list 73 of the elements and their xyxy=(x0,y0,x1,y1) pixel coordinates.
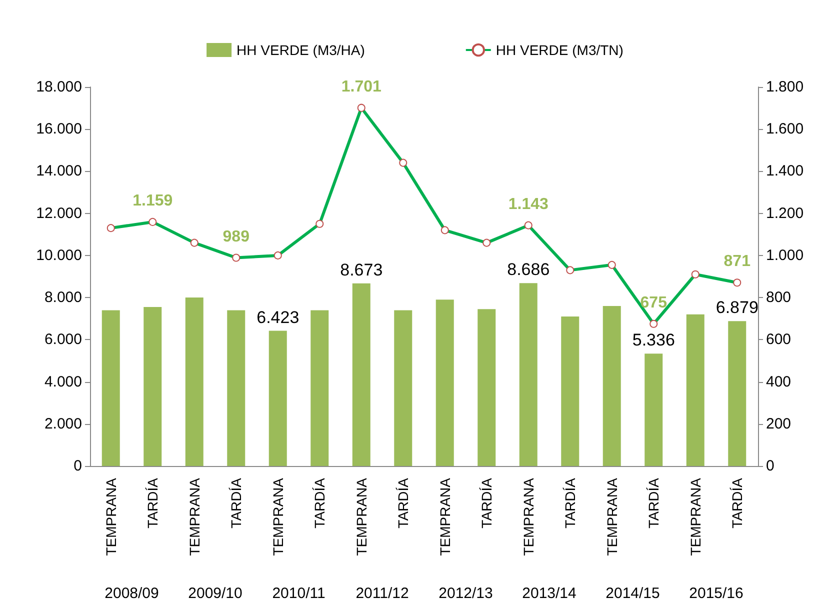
y-tick-label: 14.000 xyxy=(36,162,82,180)
y-tick-label: 10.000 xyxy=(36,246,82,264)
y-tick-label: 0 xyxy=(74,458,82,474)
y2-tick-label: 1.200 xyxy=(766,204,804,222)
data-label: 6.423 xyxy=(256,308,300,327)
bar xyxy=(310,310,329,466)
y-tick-label: 6.000 xyxy=(44,331,82,348)
y2-tick-label: 1.400 xyxy=(766,162,804,180)
text: 2010/11 xyxy=(272,585,326,602)
x-tick-label: TEMPRANA xyxy=(687,477,704,556)
data-label: 1.143 xyxy=(508,196,548,213)
x-tick-label: TEMPRANA xyxy=(353,477,370,556)
data-label: 1.701 xyxy=(341,78,382,96)
bar xyxy=(519,283,538,466)
bar xyxy=(394,310,412,466)
bar xyxy=(268,330,287,466)
data-label: 989 xyxy=(222,228,250,246)
data-label: 6.879 xyxy=(716,298,758,318)
x-tick-label: TARDÍA xyxy=(395,477,412,528)
y2-tick-label: 1.600 xyxy=(766,120,804,138)
bar xyxy=(185,298,204,466)
y-tick-label: 4.000 xyxy=(44,373,82,390)
bar xyxy=(602,306,621,466)
y2-tick-label: 400 xyxy=(766,373,792,390)
y2-tick-label: 200 xyxy=(766,415,792,432)
y-tick-label: 8.000 xyxy=(44,289,82,306)
x-tick-label: TEMPRANA xyxy=(102,477,119,556)
x-tick-label: TARDÍA xyxy=(646,477,662,528)
bar xyxy=(144,307,162,466)
data-label: 8.673 xyxy=(340,260,383,280)
y2-tick-label: 600 xyxy=(766,331,792,348)
x-tick-label: TARDÍA xyxy=(312,477,328,528)
bar xyxy=(561,316,580,466)
data-label: 1.159 xyxy=(132,192,173,210)
x-tick-label: TEMPRANA xyxy=(604,477,620,556)
x-tick-label: TARDÍA xyxy=(144,477,161,528)
y-tick-label: 18.000 xyxy=(36,78,82,96)
legend-label: HH VERDE (M3/TN) xyxy=(496,42,624,58)
text: 2008/09 xyxy=(104,585,159,602)
bar xyxy=(227,310,246,466)
text: 2012/13 xyxy=(438,585,493,602)
text: 2015/16 xyxy=(689,585,744,602)
y-tick-label: 12.000 xyxy=(36,204,82,222)
y2-tick-label: 1.800 xyxy=(766,78,804,96)
y-tick-label: 2.000 xyxy=(44,415,82,432)
y-tick-label: 16.000 xyxy=(36,120,82,138)
x-tick-label: TARDÍA xyxy=(228,477,244,528)
bar xyxy=(352,283,370,466)
x-tick-label: TEMPRANA xyxy=(186,477,202,556)
bar xyxy=(436,300,454,466)
bar xyxy=(478,309,496,466)
bar xyxy=(728,321,746,466)
text: 2014/15 xyxy=(606,585,660,602)
text: 2009/10 xyxy=(188,585,242,602)
data-label: 675 xyxy=(640,294,668,312)
x-tick-label: TEMPRANA xyxy=(270,477,286,556)
x-tick-label: TARDÍA xyxy=(729,477,746,528)
x-tick-label: TEMPRANA xyxy=(436,477,453,556)
x-tick-label: TARDÍA xyxy=(478,477,495,528)
x-tick-label: TEMPRANA xyxy=(520,477,536,556)
data-label: 871 xyxy=(724,253,751,270)
data-label: 8.686 xyxy=(507,260,550,280)
bar xyxy=(644,354,663,466)
data-label: 5.336 xyxy=(632,330,675,350)
y2-tick-label: 0 xyxy=(766,458,774,474)
bar xyxy=(102,310,120,466)
y2-tick-label: 800 xyxy=(766,289,792,306)
text: 2011/12 xyxy=(356,585,409,602)
bar xyxy=(686,314,704,466)
text: 2013/14 xyxy=(522,585,576,602)
legend-label: HH VERDE (M3/HA) xyxy=(236,42,365,58)
y2-tick-label: 1.000 xyxy=(766,246,804,264)
x-tick-label: TARDÍA xyxy=(562,477,578,528)
